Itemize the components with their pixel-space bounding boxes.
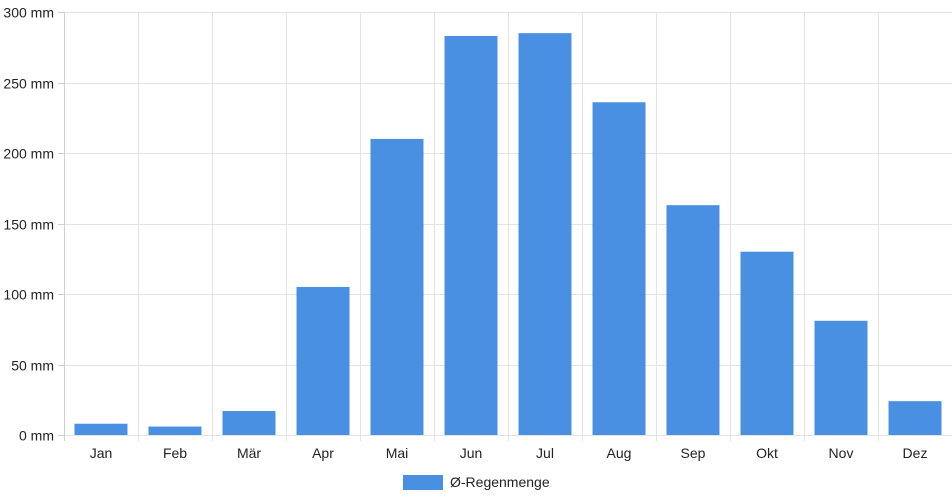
x-tick-label: Dez: [903, 445, 928, 461]
bar-feb[interactable]: [148, 426, 202, 435]
x-tick-label: Apr: [312, 445, 334, 461]
bar-jul[interactable]: [518, 33, 572, 436]
bar-jan[interactable]: [74, 423, 128, 435]
bar-jun[interactable]: [444, 35, 498, 435]
y-tick-label: 300 mm: [3, 5, 54, 21]
x-tick-label: Jun: [460, 445, 483, 461]
x-tick-label: Okt: [756, 445, 778, 461]
x-tick-label: Sep: [681, 445, 706, 461]
legend[interactable]: Ø-Regenmenge: [403, 474, 550, 490]
grid-lines: [64, 12, 952, 441]
bar-series: [74, 33, 942, 436]
legend-swatch[interactable]: [403, 475, 443, 490]
bar-apr[interactable]: [296, 286, 350, 435]
bar-dez[interactable]: [888, 401, 942, 435]
bar-nov[interactable]: [814, 320, 868, 435]
x-tick-label: Mai: [386, 445, 409, 461]
bar-okt[interactable]: [740, 251, 794, 435]
x-tick-label: Jul: [536, 445, 554, 461]
y-tick-label: 150 mm: [3, 217, 54, 233]
x-tick-label: Mär: [237, 445, 261, 461]
legend-label[interactable]: Ø-Regenmenge: [450, 474, 550, 490]
bar-mär[interactable]: [222, 411, 276, 435]
y-tick-label: 250 mm: [3, 76, 54, 92]
y-tick-label: 100 mm: [3, 287, 54, 303]
y-tick-label: 50 mm: [11, 358, 54, 374]
axes: 0 mm 50 mm 100 mm 150 mm 200 mm 250 mm 300 mm J…: [3, 5, 927, 462]
x-tick-label: Feb: [163, 445, 187, 461]
x-tick-label: Nov: [829, 445, 854, 461]
x-tick-label: Jan: [90, 445, 113, 461]
y-tick-label: 0 mm: [19, 428, 54, 444]
y-tick-label: 200 mm: [3, 146, 54, 162]
bar-aug[interactable]: [592, 102, 646, 436]
bar-mai[interactable]: [370, 138, 424, 435]
x-tick-label: Aug: [607, 445, 632, 461]
bar-sep[interactable]: [666, 205, 720, 435]
